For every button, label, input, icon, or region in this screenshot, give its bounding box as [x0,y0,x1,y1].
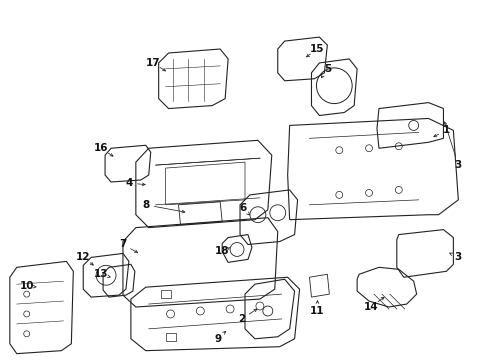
Text: 16: 16 [94,143,108,153]
Text: 9: 9 [214,334,222,344]
Text: 1: 1 [442,125,449,135]
Text: 10: 10 [20,281,34,291]
Text: 11: 11 [309,306,324,316]
Text: 4: 4 [125,178,132,188]
Text: 3: 3 [454,252,461,262]
Text: 13: 13 [94,269,108,279]
Text: 17: 17 [145,58,160,68]
Text: 18: 18 [215,247,229,256]
Text: 3: 3 [454,160,461,170]
Text: 12: 12 [76,252,90,262]
Text: 14: 14 [363,302,378,312]
Text: 8: 8 [142,200,149,210]
Text: 2: 2 [238,314,245,324]
Text: 6: 6 [239,203,246,213]
Text: 15: 15 [309,44,324,54]
Text: 5: 5 [323,64,330,74]
Text: 7: 7 [119,239,126,249]
